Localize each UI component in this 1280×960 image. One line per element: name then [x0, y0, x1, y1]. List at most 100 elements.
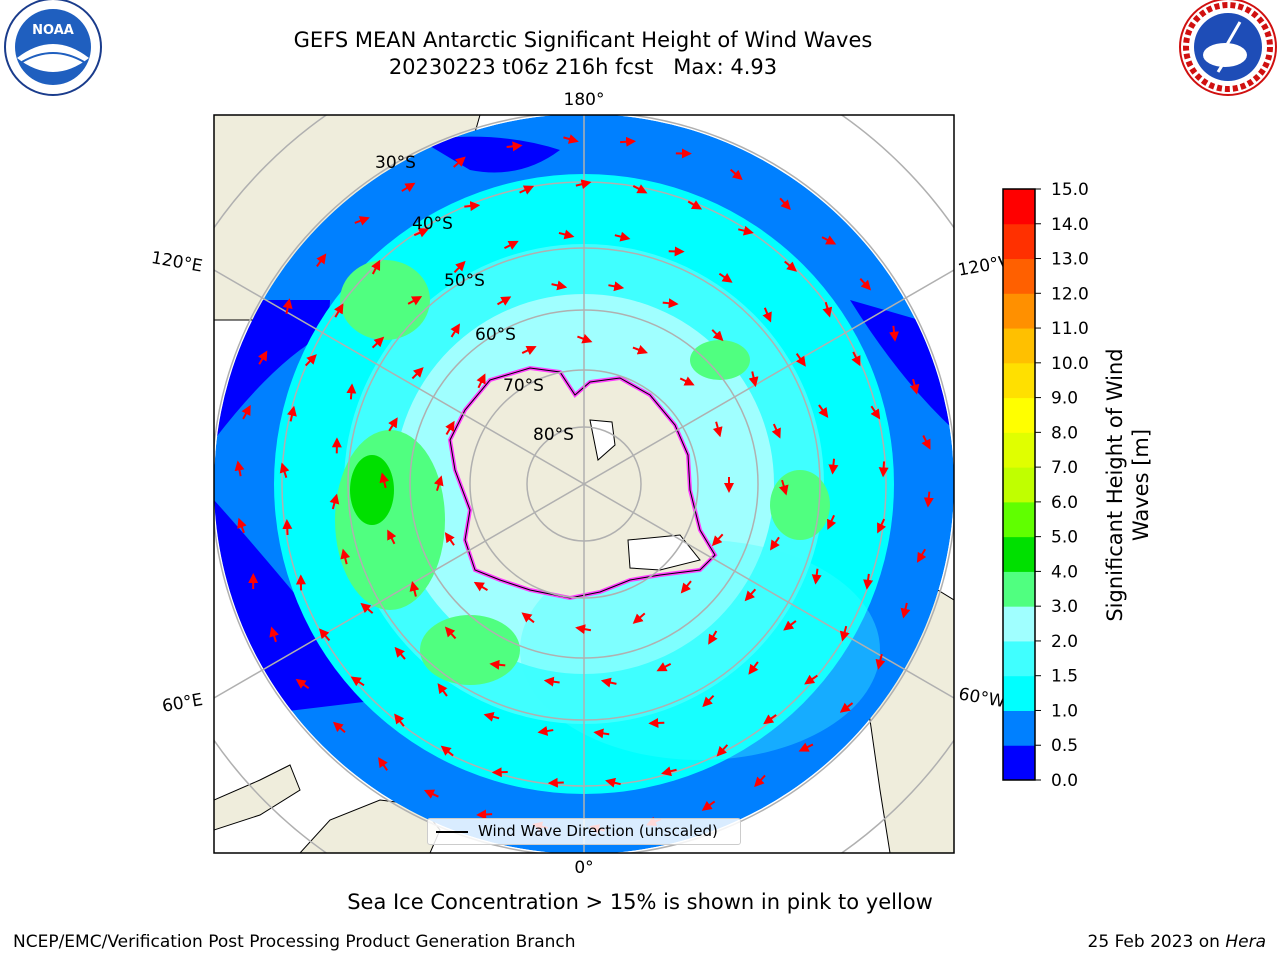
- wave-field-low-top: [420, 136, 560, 173]
- wind-wave-arrow: [877, 518, 887, 534]
- colorbar-segment: [1003, 467, 1035, 503]
- colorbar-segment: [1003, 362, 1035, 399]
- lon-label-60e: 60°E: [161, 690, 205, 717]
- colorbar-tick-label: 1.5: [1051, 667, 1078, 687]
- wind-wave-arrow: [614, 231, 631, 242]
- wind-wave-arrow: [476, 809, 493, 820]
- wind-wave-arrow: [489, 659, 506, 670]
- legend-label: Wind Wave Direction (unscaled): [478, 822, 718, 840]
- noaa-logo: NOAA: [4, 0, 102, 96]
- wind-wave-arrow: [360, 602, 374, 614]
- colorbar-segment: [1003, 675, 1035, 711]
- wind-wave-arrow: [371, 336, 385, 349]
- wind-wave-arrow: [822, 301, 833, 318]
- wind-wave-arrow: [521, 612, 535, 624]
- wind-wave-arrow: [563, 134, 579, 144]
- wind-wave-arrow: [304, 354, 317, 367]
- colorbar-tick-label: 2.0: [1051, 632, 1078, 652]
- wind-wave-arrow: [779, 197, 791, 211]
- wind-wave-arrow: [870, 405, 881, 420]
- wind-wave-arrow: [234, 460, 245, 477]
- colorbar-tick-label: 0.0: [1051, 771, 1078, 791]
- wind-wave-arrow: [388, 417, 398, 432]
- wind-wave-arrow: [332, 721, 346, 734]
- wind-wave-arrow: [440, 745, 454, 757]
- colorbar-segment: [1003, 258, 1035, 294]
- wind-wave-arrow: [593, 728, 610, 739]
- lon-label-120e: 120°E: [150, 248, 204, 277]
- wind-wave-arrow: [464, 201, 481, 212]
- wind-wave-arrow: [329, 493, 340, 510]
- wind-wave-arrow: [754, 774, 766, 788]
- lat-label-40s: 40°S: [412, 214, 453, 234]
- legend-line-sample: [436, 831, 468, 833]
- wind-wave-arrow: [716, 744, 729, 757]
- wind-wave-arrow: [346, 383, 357, 400]
- wind-wave-arrow: [851, 351, 861, 367]
- colorbar-tick-label: 9.0: [1051, 389, 1078, 409]
- wind-wave-arrow: [679, 376, 695, 386]
- wind-wave-arrow: [648, 717, 665, 728]
- wave-field-3p0-e: [770, 470, 830, 540]
- wind-wave-arrow: [701, 800, 716, 811]
- wind-wave-arrow: [295, 678, 310, 690]
- ross-ice-shelf: [589, 419, 616, 461]
- wind-wave-arrow: [798, 742, 814, 752]
- wind-wave-arrow: [661, 766, 677, 777]
- wind-wave-arrows: [234, 134, 934, 834]
- colorbar-segment: [1003, 710, 1035, 746]
- colorbar-segment: [1003, 397, 1035, 433]
- wind-wave-arrow: [771, 423, 781, 439]
- wave-field-3p0-c: [420, 615, 520, 685]
- colorbar-segment: [1003, 501, 1035, 538]
- lat-label-30s: 30°S: [375, 153, 416, 173]
- wind-wave-arrow: [378, 757, 388, 771]
- wind-wave-arrow: [282, 519, 293, 536]
- wind-wave-arrow: [784, 260, 797, 272]
- wind-wave-arrow: [818, 404, 829, 419]
- colorbar-segment: [1003, 606, 1035, 642]
- wind-wave-arrow: [394, 713, 405, 727]
- wind-wave-arrow: [371, 259, 381, 275]
- wind-wave-arrow: [712, 421, 723, 438]
- wind-wave-arrow: [702, 695, 715, 708]
- wind-wave-arrow: [433, 475, 444, 491]
- lat-label-50s: 50°S: [444, 271, 485, 291]
- wind-wave-arrow: [778, 479, 789, 496]
- wind-wave-arrow: [537, 726, 554, 736]
- wind-wave-arrow: [783, 620, 797, 631]
- wind-wave-arrow: [334, 303, 344, 318]
- wind-wave-arrow: [662, 298, 679, 309]
- wind-wave-arrow: [237, 517, 247, 534]
- wind-wave-arrow: [770, 536, 780, 551]
- wind-wave-arrow: [748, 371, 759, 388]
- colorbar-tick-label: 5.0: [1051, 528, 1078, 548]
- wind-wave-arrow: [287, 405, 297, 422]
- weddell-ice-shelf: [627, 534, 701, 571]
- wind-wave-arrow: [921, 435, 931, 450]
- footer-date: 25 Feb 2023 on Hera: [1088, 932, 1266, 952]
- wind-wave-arrow: [257, 350, 268, 365]
- lon-label-180: 180°: [564, 90, 605, 110]
- colorbar-tick-label: 13.0: [1051, 250, 1089, 270]
- wind-wave-arrow: [632, 345, 648, 355]
- lon-label-0: 0°: [574, 858, 593, 878]
- wind-wave-arrow: [729, 168, 743, 181]
- wind-wave-arrow: [821, 235, 837, 245]
- colorbar-segment: [1003, 571, 1035, 607]
- wind-wave-arrow: [521, 345, 537, 355]
- wind-wave-arrow: [680, 580, 692, 594]
- wind-wave-arrow: [551, 280, 568, 291]
- wind-wave-arrow: [577, 333, 593, 344]
- map-border: [213, 114, 955, 854]
- wind-wave-arrow: [411, 367, 424, 380]
- colorbar-tick-label: 14.0: [1051, 215, 1089, 235]
- wind-wave-arrow: [804, 674, 818, 685]
- wind-wave-arrow: [558, 229, 575, 240]
- noaa-logo-text: NOAA: [32, 23, 74, 38]
- wind-wave-arrow: [445, 420, 455, 436]
- wind-wave-arrow: [839, 702, 854, 713]
- wind-wave-arrow: [916, 548, 927, 563]
- wind-wave-arrow: [453, 260, 466, 274]
- wind-wave-arrow: [407, 296, 423, 306]
